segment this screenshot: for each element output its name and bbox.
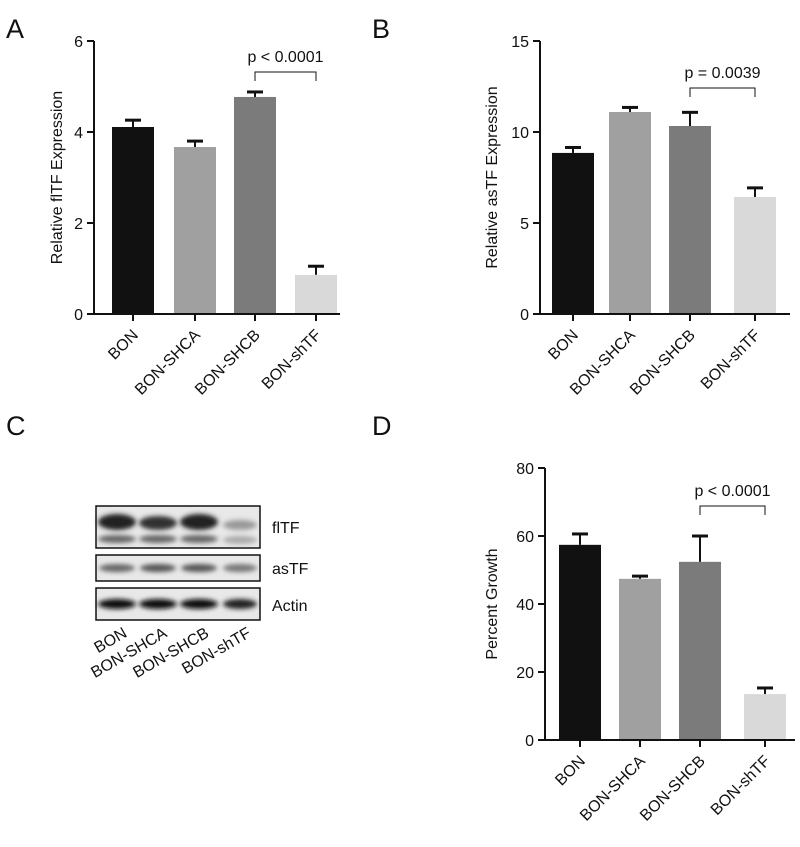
- x-tick-label: BON: [105, 327, 142, 364]
- band: [180, 514, 218, 530]
- x-tick-label: BON: [552, 753, 589, 790]
- band: [139, 535, 177, 543]
- y-tick-label: 6: [74, 34, 83, 51]
- y-tick-label: 60: [516, 529, 534, 546]
- bar: [734, 196, 776, 314]
- bar: [174, 147, 216, 314]
- band-label: asTF: [272, 561, 309, 578]
- x-tick-label: BON-SHCB: [637, 753, 709, 825]
- panel-letter: C: [6, 411, 26, 441]
- y-tick-label: 2: [74, 216, 83, 233]
- y-tick-label: 0: [74, 307, 83, 324]
- x-tick-label: BON-SHCB: [192, 327, 264, 399]
- axis-line: [93, 41, 340, 315]
- annotation: p < 0.0001: [694, 483, 770, 500]
- band-label: Actin: [272, 598, 308, 615]
- bar: [234, 96, 276, 314]
- significance-bracket: [254, 71, 317, 81]
- bar: [679, 561, 721, 740]
- y-tick-label: 5: [520, 216, 529, 233]
- x-tick-label: BON-shTF: [259, 327, 325, 393]
- band: [223, 599, 257, 609]
- y-axis-label: Percent Growth: [484, 548, 501, 659]
- panel-letter: A: [6, 14, 24, 44]
- western-blot: C flTF asTF Actin BON BON-SHCA BON-SHCB …: [6, 411, 309, 682]
- band-label: flTF: [272, 520, 300, 537]
- bar: [559, 544, 601, 740]
- x-tick-label: BON-SHCB: [627, 327, 699, 399]
- y-tick-label: 15: [511, 34, 529, 51]
- bar: [744, 694, 786, 740]
- bar: [295, 274, 337, 314]
- band: [223, 564, 257, 572]
- y-tick-label: 20: [516, 665, 534, 682]
- y-tick-label: 0: [520, 307, 529, 324]
- band: [140, 564, 176, 572]
- bar: [669, 125, 711, 314]
- bar: [609, 111, 651, 314]
- x-tick-label: BON-shTF: [698, 327, 764, 393]
- band: [180, 535, 218, 543]
- y-tick-label: 4: [74, 125, 83, 142]
- annotation: p = 0.0039: [684, 65, 760, 82]
- panel-letter: B: [372, 14, 390, 44]
- y-tick-label: 40: [516, 597, 534, 614]
- bar: [552, 152, 594, 314]
- band: [98, 535, 136, 543]
- y-tick-label: 0: [525, 733, 534, 750]
- y-axis-label: Relative asTF Expression: [484, 86, 501, 268]
- band: [223, 536, 257, 544]
- annotation: p < 0.0001: [247, 49, 323, 66]
- panel-letter: D: [372, 411, 392, 441]
- band: [180, 599, 218, 609]
- bar: [112, 126, 154, 315]
- band: [181, 564, 217, 572]
- axis-line: [544, 468, 795, 741]
- y-axis-label: Relative flTF Expression: [49, 91, 66, 264]
- x-tick-label: BON: [545, 327, 582, 364]
- significance-bracket: [699, 505, 766, 515]
- band: [98, 514, 136, 530]
- band: [223, 520, 257, 530]
- x-tick-label: BON-shTF: [708, 753, 774, 819]
- band: [99, 564, 135, 572]
- bar: [619, 578, 661, 740]
- significance-bracket: [689, 87, 756, 97]
- band: [139, 599, 177, 609]
- band: [139, 516, 177, 530]
- band: [98, 599, 136, 609]
- y-tick-label: 80: [516, 461, 534, 478]
- axis-line: [539, 41, 790, 315]
- y-tick-label: 10: [511, 125, 529, 142]
